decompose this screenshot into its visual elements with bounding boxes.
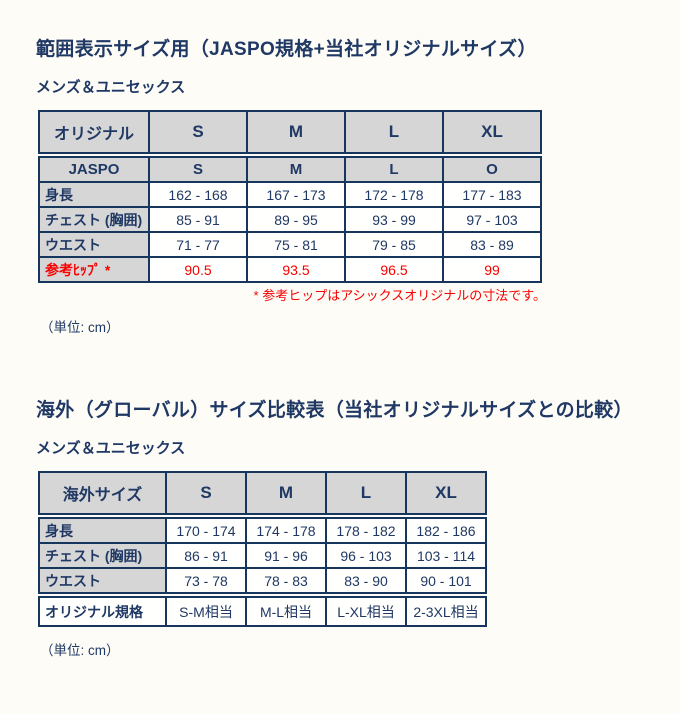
row-label-hip: 参考ﾋｯﾌﾟ * (38, 256, 150, 283)
header-cell-original: オリジナル (38, 110, 150, 154)
size-value-cell: 103 - 114 (405, 542, 487, 569)
size-value-cell: 97 - 103 (442, 206, 542, 233)
global-size-table-body: 身長 170 - 174 174 - 178 178 - 182 182 - 1… (38, 517, 487, 594)
table-row-height: 身長 162 - 168 167 - 173 172 - 178 177 - 1… (38, 181, 542, 208)
header-cell-size-xl: XL (405, 471, 487, 515)
row-label-chest: チェスト (胸囲) (38, 542, 167, 569)
size-value-cell: L-XL相当 (325, 596, 407, 627)
size-value-cell: 89 - 95 (246, 206, 346, 233)
size-value-cell: 90 - 101 (405, 567, 487, 594)
size-value-cell: 96 - 103 (325, 542, 407, 569)
size-value-cell: 93.5 (246, 256, 346, 283)
jaspo-size-table-header: オリジナル S M L XL (38, 110, 542, 154)
header-cell-size-m: M (246, 110, 346, 154)
size-value-cell: 96.5 (344, 256, 444, 283)
size-value-cell: 174 - 178 (245, 517, 327, 544)
size-value-cell: S-M相当 (165, 596, 247, 627)
size-value-cell: 2-3XL相当 (405, 596, 487, 627)
global-size-table-footer: オリジナル規格 S-M相当 M-L相当 L-XL相当 2-3XL相当 (38, 596, 487, 627)
row-label-height: 身長 (38, 181, 150, 208)
size-value-cell: 73 - 78 (165, 567, 247, 594)
table-row-jaspo: JASPO S M L O (38, 156, 542, 183)
table-row: オリジナル S M L XL (38, 110, 542, 154)
section1-subtitle: メンズ＆ユニセックス (36, 79, 186, 96)
table-row-waist: ウエスト 73 - 78 78 - 83 83 - 90 90 - 101 (38, 567, 487, 594)
size-value-cell: 172 - 178 (344, 181, 444, 208)
table-row-waist: ウエスト 71 - 77 75 - 81 79 - 85 83 - 89 (38, 231, 542, 258)
table-row-height: 身長 170 - 174 174 - 178 178 - 182 182 - 1… (38, 517, 487, 544)
unit-note-2: （単位: cm） (40, 643, 120, 658)
header-cell-size-xl: XL (442, 110, 542, 154)
size-value-cell: M-L相当 (245, 596, 327, 627)
global-size-table: 海外サイズ S M L XL 身長 170 - 174 174 - 178 17… (38, 471, 680, 627)
size-value-cell: 93 - 99 (344, 206, 444, 233)
size-value-cell: 75 - 81 (246, 231, 346, 258)
size-value-cell: 90.5 (148, 256, 248, 283)
global-size-table-header: 海外サイズ S M L XL (38, 471, 487, 515)
size-value-cell: 78 - 83 (245, 567, 327, 594)
size-value-cell: S (148, 156, 248, 183)
size-value-cell: 178 - 182 (325, 517, 407, 544)
row-label-waist: ウエスト (38, 567, 167, 594)
size-value-cell: 79 - 85 (344, 231, 444, 258)
size-value-cell: 170 - 174 (165, 517, 247, 544)
size-value-cell: 71 - 77 (148, 231, 248, 258)
header-cell-size-s: S (165, 471, 247, 515)
size-value-cell: 91 - 96 (245, 542, 327, 569)
section2-title: 海外（グローバル）サイズ比較表（当社オリジナルサイズとの比較） (36, 400, 633, 421)
section2-subtitle: メンズ＆ユニセックス (36, 440, 186, 457)
size-value-cell: 86 - 91 (165, 542, 247, 569)
header-cell-size-s: S (148, 110, 248, 154)
size-value-cell: 182 - 186 (405, 517, 487, 544)
size-value-cell: 85 - 91 (148, 206, 248, 233)
section-divider-space (0, 336, 680, 395)
table-row-original-standard: オリジナル規格 S-M相当 M-L相当 L-XL相当 2-3XL相当 (38, 596, 487, 627)
row-label-original-standard: オリジナル規格 (38, 596, 167, 627)
size-value-cell: 177 - 183 (442, 181, 542, 208)
size-value-cell: M (246, 156, 346, 183)
header-cell-size-m: M (245, 471, 327, 515)
size-value-cell: 167 - 173 (246, 181, 346, 208)
row-label-jaspo: JASPO (38, 156, 150, 183)
jaspo-size-table: オリジナル S M L XL JASPO S M L O 身長 162 - 16… (38, 110, 680, 283)
unit-note-1: （単位: cm） (40, 320, 120, 335)
size-value-cell: 99 (442, 256, 542, 283)
header-cell-size-l: L (344, 110, 444, 154)
size-value-cell: L (344, 156, 444, 183)
table-row-chest: チェスト (胸囲) 86 - 91 91 - 96 96 - 103 103 -… (38, 542, 487, 569)
row-label-waist: ウエスト (38, 231, 150, 258)
header-cell-size-l: L (325, 471, 407, 515)
row-label-height: 身長 (38, 517, 167, 544)
hip-footnote: * 参考ヒップはアシックスオリジナルの寸法です。 (253, 288, 546, 303)
table-row-chest: チェスト (胸囲) 85 - 91 89 - 95 93 - 99 97 - 1… (38, 206, 542, 233)
header-cell-overseas: 海外サイズ (38, 471, 167, 515)
size-value-cell: 162 - 168 (148, 181, 248, 208)
size-value-cell: 83 - 89 (442, 231, 542, 258)
table-row: 海外サイズ S M L XL (38, 471, 487, 515)
table-row-hip: 参考ﾋｯﾌﾟ * 90.5 93.5 96.5 99 (38, 256, 542, 283)
jaspo-size-table-body: JASPO S M L O 身長 162 - 168 167 - 173 172… (38, 156, 542, 283)
section1-title: 範囲表示サイズ用（JASPO規格+当社オリジナルサイズ） (36, 39, 537, 60)
size-value-cell: 83 - 90 (325, 567, 407, 594)
size-value-cell: O (442, 156, 542, 183)
row-label-chest: チェスト (胸囲) (38, 206, 150, 233)
